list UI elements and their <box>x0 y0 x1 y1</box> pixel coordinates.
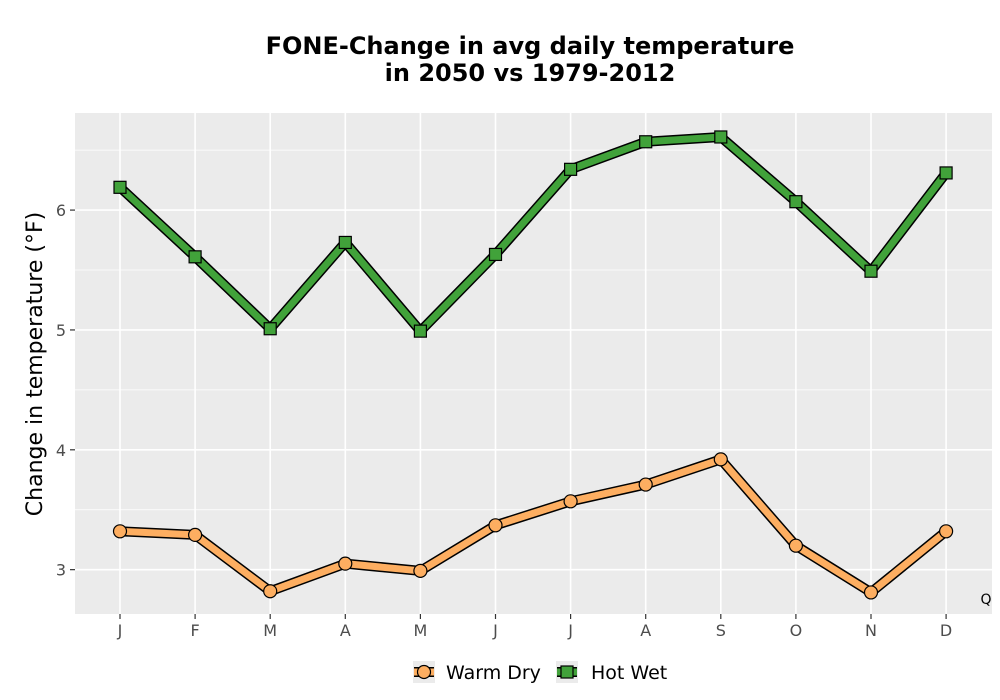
series-line-hot-wet <box>116 133 950 335</box>
chart-title-line1: FONE-Change in avg daily temperature <box>266 32 795 60</box>
x-tick-label: D <box>940 621 952 640</box>
data-point-warm-dry <box>938 524 954 539</box>
data-point-warm-dry <box>263 584 278 599</box>
data-point-hot-wet <box>488 247 503 262</box>
chart-title-line2: in 2050 vs 1979-2012 <box>385 59 676 87</box>
x-tick-label: J <box>492 621 498 640</box>
corner-annotation: Q <box>980 592 991 608</box>
y-axis-title: Change in temperature (°F) <box>23 212 48 516</box>
x-tick-label: J <box>567 621 573 640</box>
x-tick-label: O <box>790 621 803 640</box>
x-tick-label: F <box>190 621 199 640</box>
data-point-hot-wet <box>188 250 202 264</box>
data-point-warm-dry <box>788 538 804 553</box>
y-tick-label: 3 <box>56 561 66 580</box>
data-point-hot-wet <box>864 264 878 278</box>
data-point-warm-dry <box>713 452 728 467</box>
x-tick-label: A <box>340 621 351 640</box>
x-tick-label: N <box>865 621 877 640</box>
x-tick-label: A <box>640 621 651 640</box>
data-point-hot-wet <box>338 235 352 250</box>
series-layer <box>112 130 954 600</box>
data-point-hot-wet <box>563 162 578 176</box>
y-axis: 3 4 5 6 <box>56 201 75 580</box>
data-point-warm-dry <box>112 524 128 539</box>
x-tick-label: M <box>413 621 427 640</box>
data-point-hot-wet <box>639 135 653 149</box>
legend-label-hot-wet: Hot Wet <box>591 662 667 684</box>
x-tick-label: S <box>716 621 726 640</box>
data-point-warm-dry <box>488 518 503 533</box>
data-point-hot-wet <box>939 166 953 180</box>
legend-marker-warm-dry <box>416 664 432 680</box>
y-tick-label: 5 <box>56 321 66 340</box>
data-point-hot-wet <box>789 195 803 209</box>
x-tick-label: M <box>263 621 277 640</box>
data-point-warm-dry <box>863 585 879 600</box>
legend: Warm Dry Hot Wet <box>413 661 667 684</box>
data-point-warm-dry <box>188 527 203 542</box>
y-tick-label: 6 <box>56 201 66 220</box>
data-point-warm-dry <box>338 556 353 571</box>
data-point-hot-wet <box>413 324 427 338</box>
data-point-hot-wet <box>263 322 277 336</box>
plot-panel <box>75 113 992 614</box>
x-tick-label: J <box>117 621 123 640</box>
data-point-hot-wet <box>113 180 127 194</box>
series-line-warm-dry <box>116 455 950 596</box>
data-point-hot-wet <box>714 130 728 144</box>
data-point-warm-dry <box>563 494 578 509</box>
legend-label-warm-dry: Warm Dry <box>446 662 541 684</box>
y-tick-label: 4 <box>56 441 66 460</box>
data-point-warm-dry <box>638 477 653 492</box>
data-point-warm-dry <box>413 563 428 578</box>
legend-marker-hot-wet <box>560 665 574 679</box>
